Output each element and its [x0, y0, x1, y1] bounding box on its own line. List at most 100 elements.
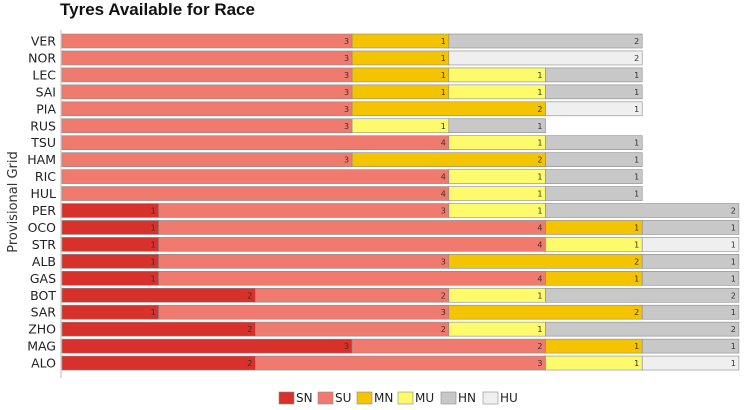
- bar-nor-su-label: 3: [344, 54, 349, 63]
- bar-oco-su: [158, 220, 546, 235]
- bar-ham-su-label: 3: [344, 156, 349, 165]
- bar-per-su: [158, 203, 450, 218]
- driver-label-sar: SAR: [31, 305, 57, 320]
- bar-rus-mu: [351, 118, 450, 134]
- bar-lec-mu: [448, 67, 546, 83]
- bar-str-hu-label: 1: [731, 240, 736, 249]
- legend-label-su: SU: [335, 391, 351, 405]
- bar-sai-mn: [351, 84, 450, 100]
- bar-bot-su: [255, 287, 450, 303]
- bar-alb-mn-label: 2: [634, 257, 639, 266]
- bar-gas-su-label: 4: [537, 274, 542, 283]
- legend-swatch-mn: [356, 391, 373, 405]
- bar-nor-mn: [351, 50, 450, 66]
- bar-ver-mn-label: 1: [441, 37, 446, 46]
- bar-hul-hn-label: 1: [634, 190, 639, 199]
- driver-label-ham: HAM: [27, 152, 56, 167]
- driver-label-tsu: TSU: [30, 135, 56, 150]
- bar-zho-su: [255, 321, 450, 337]
- bar-tsu-mu-label: 1: [537, 139, 542, 148]
- bar-sar-hn: [641, 304, 740, 320]
- bar-oco-sn-label: 1: [151, 223, 156, 232]
- bar-ver-hn-label: 2: [634, 37, 639, 46]
- legend-swatch-su: [317, 391, 334, 405]
- bar-pia-mn-label: 2: [537, 105, 542, 114]
- bar-mag-hn: [641, 338, 740, 354]
- bar-oco-su-label: 4: [537, 223, 542, 232]
- driver-label-ver: VER: [31, 34, 56, 49]
- bar-alb-hn: [641, 254, 740, 269]
- driver-label-zho: ZHO: [28, 322, 56, 337]
- bar-ric-hn-label: 1: [634, 173, 639, 182]
- bar-ver-mn: [351, 33, 450, 49]
- bar-alo-mu: [545, 355, 643, 371]
- bar-ric-su-label: 4: [441, 173, 446, 182]
- bar-tsu-mu: [448, 135, 546, 150]
- bar-gas-hn-label: 1: [731, 274, 736, 283]
- bar-zho-mu: [448, 321, 546, 337]
- bar-pia-su-label: 3: [344, 105, 349, 114]
- chart-title: Tyres Available for Race: [60, 0, 255, 19]
- bar-gas-mn: [545, 270, 643, 286]
- bar-gas-su: [158, 270, 546, 286]
- bar-tsu-su: [61, 135, 450, 150]
- bar-gas-sn: [61, 270, 159, 286]
- bar-str-hu: [641, 237, 740, 252]
- bar-rows: VER 3 1 2 NOR 3 1 2 LEC 3 1 1 1 SAI 3 1 1 1 PIA 3 2 1 RUS 3 1 1 TS…: [27, 33, 740, 371]
- bar-alb-su-label: 3: [441, 257, 446, 266]
- bar-sar-mn: [448, 304, 643, 320]
- bar-zho-hn-label: 2: [731, 325, 736, 334]
- bar-str-sn: [61, 237, 159, 252]
- bar-rus-su: [61, 118, 353, 134]
- bar-gas-mn-label: 1: [634, 274, 639, 283]
- bar-alo-mu-label: 1: [634, 359, 639, 368]
- legend: SN SU MN MU HN HU: [278, 391, 518, 405]
- bar-zho-su-label: 2: [441, 325, 446, 334]
- bar-rus-hn: [448, 118, 546, 134]
- bar-sai-mu-label: 1: [537, 88, 542, 97]
- bar-bot-hn: [545, 287, 740, 303]
- driver-label-per: PER: [32, 203, 56, 218]
- bar-sai-mn-label: 1: [441, 88, 446, 97]
- bar-mag-sn-label: 3: [344, 342, 349, 351]
- bar-ver-su: [61, 33, 353, 49]
- driver-label-bot: BOT: [30, 288, 56, 303]
- bar-str-su-label: 4: [537, 240, 542, 249]
- y-axis-label: Provisional Grid: [6, 151, 21, 253]
- bar-nor-hu: [448, 50, 643, 66]
- bar-alo-su-label: 3: [537, 359, 542, 368]
- bar-sai-su: [61, 84, 353, 100]
- bar-oco-sn: [61, 220, 159, 235]
- bar-lec-su: [61, 67, 353, 83]
- bar-hul-mu: [448, 186, 546, 201]
- legend-label-mn: MN: [374, 391, 393, 405]
- bar-mag-su: [351, 338, 546, 354]
- driver-label-rus: RUS: [30, 118, 56, 133]
- bar-alo-su: [255, 355, 546, 371]
- bar-zho-mu-label: 1: [537, 325, 542, 334]
- bar-lec-hn: [545, 67, 643, 83]
- bar-mag-su-label: 2: [537, 342, 542, 351]
- bar-pia-hu: [545, 101, 643, 117]
- bar-oco-mn-label: 1: [634, 223, 639, 232]
- bar-gas-hn: [641, 270, 740, 286]
- bar-bot-sn-label: 2: [247, 291, 252, 300]
- bar-pia-mn: [351, 101, 546, 117]
- bar-ham-hn: [545, 152, 643, 167]
- driver-label-sai: SAI: [36, 84, 56, 99]
- bar-sai-su-label: 3: [344, 88, 349, 97]
- bar-sai-hn: [545, 84, 643, 100]
- bar-alo-hu: [641, 355, 740, 371]
- bar-bot-hn-label: 2: [731, 291, 736, 300]
- bar-lec-hn-label: 1: [634, 71, 639, 80]
- bar-bot-sn: [61, 287, 256, 303]
- bar-per-sn-label: 1: [151, 207, 156, 216]
- driver-label-pia: PIA: [36, 101, 56, 116]
- bar-alb-sn: [61, 254, 159, 269]
- bar-per-mu-label: 1: [537, 207, 542, 216]
- legend-swatch-hn: [440, 391, 457, 405]
- driver-label-str: STR: [32, 237, 57, 252]
- driver-label-hul: HUL: [30, 186, 56, 201]
- bar-tsu-hn: [545, 135, 643, 150]
